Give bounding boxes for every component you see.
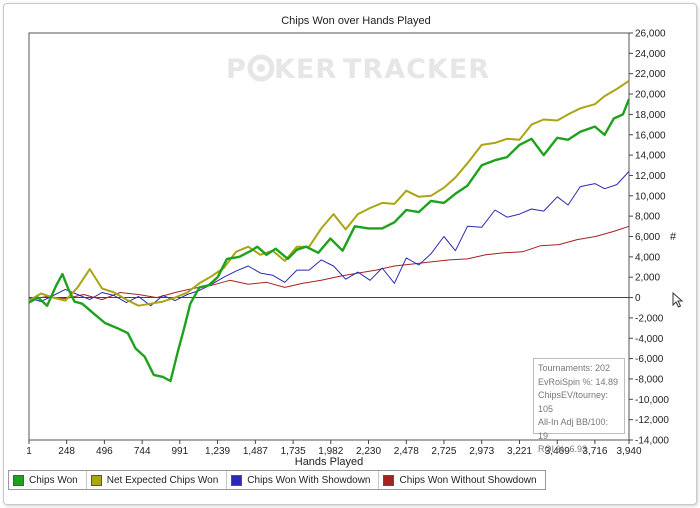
poker-chip-icon bbox=[247, 54, 275, 82]
y-tick-label: 6,000 bbox=[635, 232, 660, 243]
series-line-chips-won bbox=[28, 98, 631, 383]
x-tick-label: 2,478 bbox=[394, 446, 419, 457]
watermark-text-right: TRACKER bbox=[343, 54, 490, 85]
legend-swatch bbox=[13, 474, 24, 486]
y-tick-label: -6,000 bbox=[635, 354, 664, 365]
y-tick-label: 0 bbox=[635, 293, 641, 304]
legend-item-with-showdown[interactable]: Chips Won With Showdown bbox=[227, 471, 380, 489]
series-line-without-showdown bbox=[28, 225, 630, 301]
series-layer bbox=[28, 79, 631, 383]
y-tick-label: -14,000 bbox=[635, 436, 669, 447]
stats-box: Tournaments: 202 EvRoiSpin %: 14.89 ChipsE… bbox=[533, 358, 625, 454]
x-tick-label: 3,940 bbox=[616, 446, 641, 457]
x-tick-label: 2,725 bbox=[431, 446, 456, 457]
y-axis-symbol: # bbox=[670, 231, 677, 243]
y-tick-label: 18,000 bbox=[635, 110, 666, 121]
legend-label: Net Expected Chips Won bbox=[106, 474, 219, 486]
y-tick-label: 24,000 bbox=[635, 49, 666, 60]
x-tick-label: 2,230 bbox=[356, 446, 381, 457]
legend: Chips Won Net Expected Chips Won Chips Won… bbox=[8, 470, 546, 490]
legend-item-net-expected[interactable]: Net Expected Chips Won bbox=[87, 471, 228, 489]
y-tick-label: -4,000 bbox=[635, 334, 664, 345]
x-tick-label: 991 bbox=[171, 446, 188, 457]
x-tick-label: 3,221 bbox=[507, 446, 532, 457]
stats-line: All-In Adj BB/100: 19 bbox=[538, 417, 609, 441]
watermark: P KER TRACKER bbox=[226, 54, 490, 85]
legend-swatch bbox=[231, 474, 243, 486]
y-tick-label: 22,000 bbox=[635, 69, 666, 80]
stats-line: ROI %: 6.93 bbox=[538, 444, 588, 454]
y-tick-label: 16,000 bbox=[635, 130, 666, 141]
y-tick-label: -8,000 bbox=[635, 374, 664, 385]
x-axis-ticks: 1 248 496 744 991 1,239 1,487 1,735 1,982 2,230 2,… bbox=[26, 440, 642, 457]
legend-item-without-showdown[interactable]: Chips Won Without Showdown bbox=[379, 471, 544, 489]
x-tick-label: 496 bbox=[96, 446, 113, 457]
x-tick-label: 1,487 bbox=[243, 446, 268, 457]
watermark-text-mid: KER bbox=[274, 54, 337, 85]
y-tick-label: 14,000 bbox=[635, 151, 666, 162]
y-axis-ticks: 26,000 24,000 22,000 20,000 18,000 16,000 14,0… bbox=[629, 29, 669, 447]
y-tick-label: -10,000 bbox=[635, 395, 669, 406]
chart-title: Chips Won over Hands Played bbox=[281, 15, 431, 27]
x-tick-label: 3,716 bbox=[582, 446, 607, 457]
series-line-net-expected bbox=[28, 79, 630, 307]
x-tick-label: 1,239 bbox=[205, 446, 230, 457]
x-tick-label: 1,735 bbox=[281, 446, 306, 457]
x-tick-label: 3,469 bbox=[545, 446, 570, 457]
legend-swatch bbox=[383, 474, 395, 486]
x-tick-label: 248 bbox=[58, 446, 75, 457]
y-tick-label: 2,000 bbox=[635, 273, 660, 284]
y-tick-label: 26,000 bbox=[635, 29, 666, 40]
watermark-text-left: P bbox=[226, 54, 247, 85]
mouse-cursor-icon bbox=[672, 292, 684, 308]
y-tick-label: 10,000 bbox=[635, 191, 666, 202]
x-tick-label: 744 bbox=[134, 446, 151, 457]
legend-label: Chips Won With Showdown bbox=[247, 474, 371, 486]
y-tick-label: -2,000 bbox=[635, 313, 664, 324]
y-tick-label: -12,000 bbox=[635, 415, 669, 426]
legend-label: Chips Won Without Showdown bbox=[399, 474, 537, 486]
x-tick-label: 2,973 bbox=[469, 446, 494, 457]
x-tick-label: 1 bbox=[26, 446, 32, 457]
y-tick-label: 20,000 bbox=[635, 90, 666, 101]
y-tick-label: 8,000 bbox=[635, 212, 660, 223]
y-tick-label: 12,000 bbox=[635, 171, 666, 182]
legend-label: Chips Won bbox=[29, 474, 78, 486]
stats-line: EvRoiSpin %: 14.89 bbox=[538, 376, 619, 387]
legend-swatch bbox=[90, 474, 102, 486]
legend-item-chips-won[interactable]: Chips Won bbox=[9, 471, 87, 489]
y-tick-label: 4,000 bbox=[635, 252, 660, 263]
stats-line: Tournaments: 202 bbox=[538, 363, 611, 373]
x-axis-label: Hands Played bbox=[295, 456, 364, 468]
stats-line: ChipsEV/tourney: 105 bbox=[538, 390, 609, 414]
x-tick-label: 1,982 bbox=[318, 446, 343, 457]
